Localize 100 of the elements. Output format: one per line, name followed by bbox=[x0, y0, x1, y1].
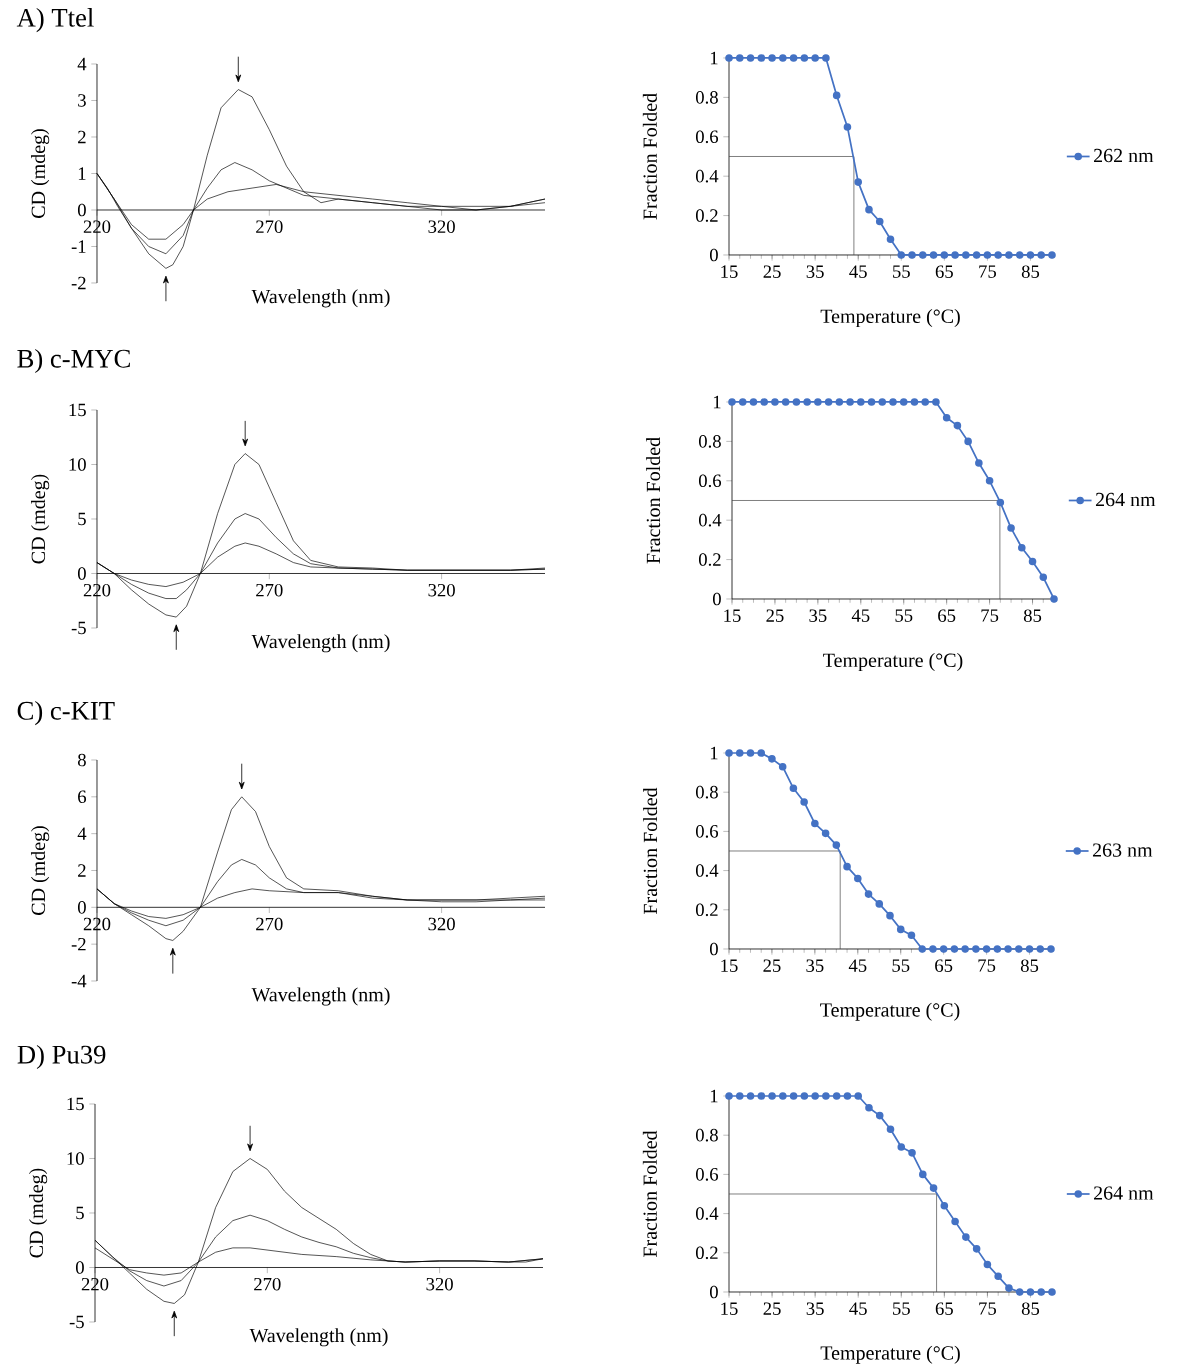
x-tick-label: 75 bbox=[979, 1302, 997, 1315]
x-tick-label: 220 bbox=[83, 220, 111, 233]
x-tick-label: 85 bbox=[1023, 609, 1042, 622]
chart-title: C) c-KIT bbox=[17, 701, 115, 726]
y-tick-label: 8 bbox=[77, 753, 86, 767]
y-tick-label: 0 bbox=[709, 942, 718, 956]
x-axis-title: Temperature (°C) bbox=[820, 308, 960, 328]
chart-title: B) c-MYC bbox=[17, 348, 130, 374]
y-tick-label: 1 bbox=[710, 1089, 718, 1103]
x-tick-label: 75 bbox=[981, 609, 999, 622]
y-tick-label: 0 bbox=[712, 592, 721, 606]
y-tick-label: 3 bbox=[78, 94, 86, 107]
x-tick-label: 320 bbox=[428, 220, 455, 233]
y-tick-label: -2 bbox=[71, 276, 86, 290]
y-tick-label: 0 bbox=[709, 1285, 718, 1299]
y-axis-title: CD (mdeg) bbox=[31, 129, 50, 218]
y-tick-label: 2 bbox=[78, 130, 86, 144]
x-axis-title: Wavelength (nm) bbox=[251, 289, 390, 308]
y-tick-label: 0.4 bbox=[695, 1207, 719, 1220]
y-tick-label: 0.8 bbox=[695, 1128, 718, 1142]
y-tick-label: -5 bbox=[69, 1315, 84, 1329]
y-tick-label: 15 bbox=[69, 403, 86, 417]
x-axis-title: Temperature (°C) bbox=[823, 652, 963, 672]
y-tick-label: 0.4 bbox=[698, 513, 722, 527]
y-tick-label: 2 bbox=[78, 864, 86, 877]
legend-label: 264 nm bbox=[1095, 492, 1156, 507]
x-tick-label: 15 bbox=[721, 1302, 738, 1315]
x-tick-label: 55 bbox=[892, 959, 910, 972]
x-tick-label: 55 bbox=[895, 609, 913, 622]
x-tick-label: 35 bbox=[809, 609, 827, 622]
legend-label: 262 nm bbox=[1094, 148, 1154, 163]
x-tick-label: 25 bbox=[766, 609, 784, 622]
x-tick-label: 65 bbox=[935, 1302, 953, 1315]
y-tick-label: 1 bbox=[710, 51, 718, 65]
legend-label: 263 nm bbox=[1092, 843, 1153, 857]
y-tick-label: 15 bbox=[67, 1097, 84, 1111]
y-tick-label: 5 bbox=[78, 512, 86, 526]
y-tick-label: 0.2 bbox=[698, 553, 721, 566]
y-tick-label: -4 bbox=[71, 974, 87, 988]
x-tick-label: 270 bbox=[256, 917, 283, 931]
x-tick-label: 45 bbox=[849, 1302, 867, 1315]
x-tick-label: 15 bbox=[721, 959, 738, 972]
x-tick-label: 320 bbox=[428, 917, 455, 931]
x-tick-label: 55 bbox=[893, 1302, 910, 1315]
y-tick-label: 0.8 bbox=[698, 435, 721, 448]
y-axis-title: Fraction Folded bbox=[643, 787, 658, 915]
x-tick-label: 35 bbox=[806, 1302, 824, 1315]
x-tick-label: 320 bbox=[428, 583, 455, 597]
y-tick-label: -1 bbox=[71, 240, 86, 253]
y-tick-label: 1 bbox=[713, 395, 721, 409]
y-tick-label: 0 bbox=[77, 203, 86, 217]
y-tick-label: -2 bbox=[71, 937, 86, 951]
y-tick-label: 0.6 bbox=[695, 825, 719, 838]
y-tick-label: 10 bbox=[67, 1152, 84, 1165]
y-tick-label: 0.2 bbox=[695, 209, 718, 222]
x-tick-label: 75 bbox=[978, 959, 996, 972]
y-tick-label: 0.4 bbox=[695, 169, 719, 183]
x-tick-label: 25 bbox=[763, 959, 781, 972]
x-tick-label: 25 bbox=[763, 265, 781, 278]
y-tick-label: 0.6 bbox=[698, 474, 722, 488]
y-tick-label: 0.8 bbox=[695, 785, 718, 799]
chart-title: D) Pu39 bbox=[17, 1044, 106, 1070]
y-tick-label: 10 bbox=[69, 458, 86, 471]
x-tick-label: 85 bbox=[1021, 265, 1040, 278]
x-axis-title: Temperature (°C) bbox=[820, 1345, 960, 1364]
x-tick-label: 270 bbox=[256, 583, 283, 597]
y-tick-label: -5 bbox=[71, 621, 86, 635]
x-tick-label: 15 bbox=[721, 265, 738, 278]
y-tick-label: 4 bbox=[77, 827, 87, 840]
x-tick-label: 85 bbox=[1020, 959, 1039, 972]
x-tick-label: 35 bbox=[806, 959, 824, 972]
legend-label: 264 nm bbox=[1094, 1186, 1154, 1200]
y-axis-title: Fraction Folded bbox=[646, 437, 661, 564]
x-tick-label: 65 bbox=[935, 265, 953, 278]
x-tick-label: 45 bbox=[849, 265, 867, 278]
y-tick-label: 5 bbox=[76, 1206, 84, 1220]
x-tick-label: 75 bbox=[979, 265, 997, 278]
y-tick-label: 0 bbox=[77, 567, 86, 580]
y-axis-title: Fraction Folded bbox=[642, 93, 657, 220]
x-tick-label: 45 bbox=[848, 959, 867, 972]
x-tick-label: 15 bbox=[724, 609, 741, 622]
x-axis-title: Temperature (°C) bbox=[820, 1002, 960, 1021]
x-axis-title: Wavelength (nm) bbox=[251, 987, 390, 1006]
y-tick-label: 1 bbox=[78, 167, 86, 180]
x-tick-label: 65 bbox=[935, 959, 953, 972]
x-tick-label: 220 bbox=[81, 1277, 109, 1291]
x-axis-title: Wavelength (nm) bbox=[249, 1328, 388, 1347]
x-tick-label: 65 bbox=[938, 609, 956, 622]
y-tick-label: 0 bbox=[709, 248, 718, 262]
x-tick-label: 270 bbox=[256, 220, 283, 233]
y-axis-title: Fraction Folded bbox=[642, 1130, 657, 1258]
y-tick-label: 0.2 bbox=[695, 903, 718, 917]
y-tick-label: 4 bbox=[77, 57, 87, 71]
y-tick-label: 0.4 bbox=[695, 864, 719, 877]
x-axis-title: Wavelength (nm) bbox=[251, 634, 390, 653]
x-tick-label: 55 bbox=[893, 265, 910, 278]
x-tick-label: 45 bbox=[851, 609, 870, 622]
x-tick-label: 35 bbox=[806, 265, 824, 278]
y-tick-label: 0.6 bbox=[695, 130, 719, 144]
x-tick-label: 320 bbox=[426, 1277, 453, 1291]
